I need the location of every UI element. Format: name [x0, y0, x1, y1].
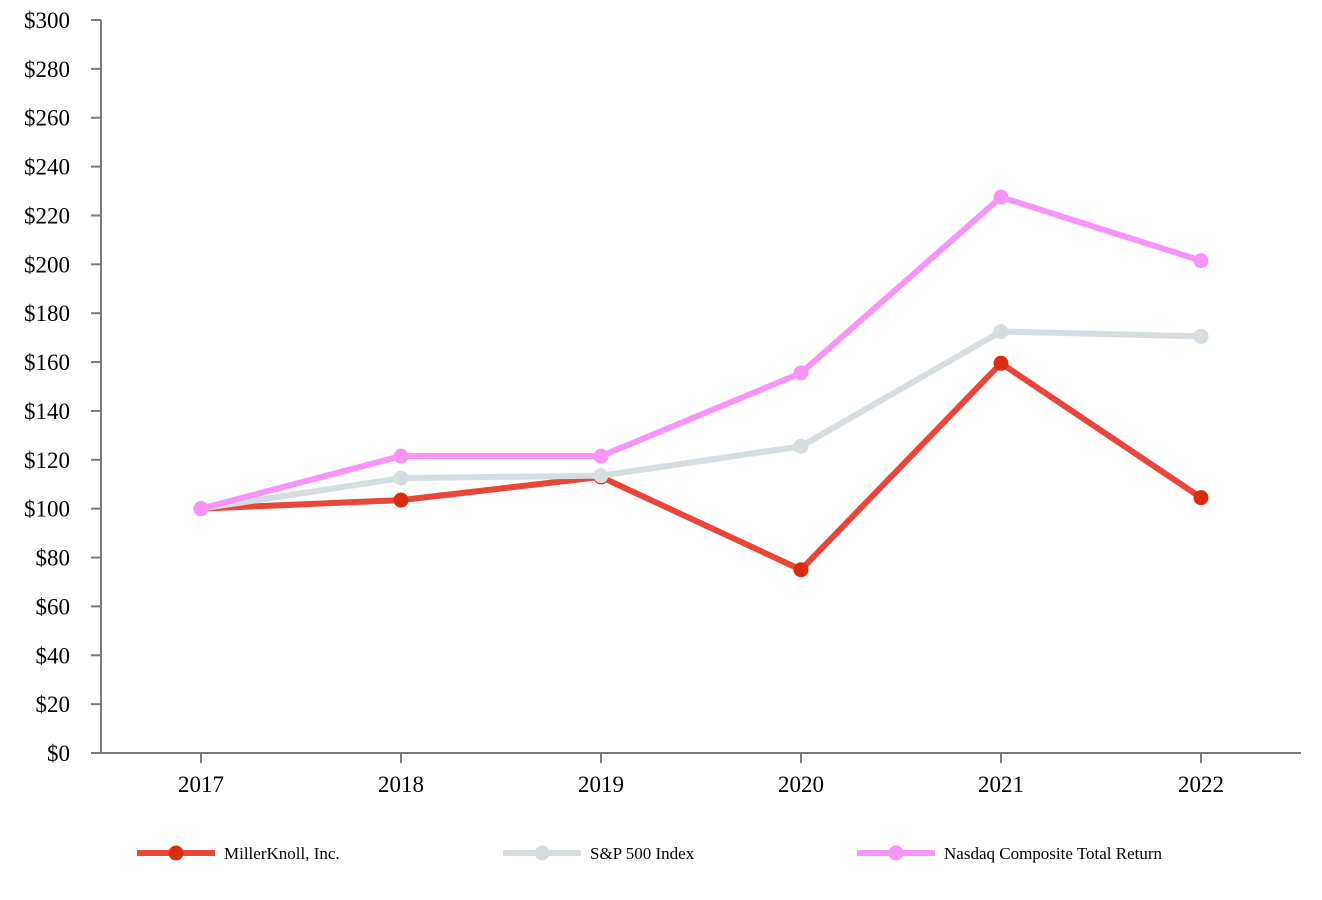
- data-point: [993, 324, 1009, 340]
- x-tick-label: 2019: [578, 772, 624, 797]
- y-tick-label: $180: [24, 301, 70, 326]
- y-tick-label: $240: [24, 155, 70, 180]
- x-tick-label: 2020: [778, 772, 824, 797]
- x-tick-label: 2022: [1178, 772, 1224, 797]
- y-tick-label: $300: [24, 8, 70, 33]
- x-tick-label: 2017: [178, 772, 224, 797]
- y-tick-label: $140: [24, 399, 70, 424]
- legend-item: S&P 500 Index: [503, 844, 695, 863]
- x-tick-label: 2018: [378, 772, 424, 797]
- data-point: [593, 468, 609, 484]
- y-tick-label: $280: [24, 57, 70, 82]
- data-point: [1193, 253, 1209, 269]
- series-1: [193, 355, 1209, 578]
- data-point: [993, 189, 1009, 205]
- data-point: [193, 501, 209, 517]
- y-tick-label: $260: [24, 106, 70, 131]
- data-point: [1193, 328, 1209, 344]
- y-tick-label: $40: [36, 643, 71, 668]
- chart-legend: MillerKnoll, Inc. S&P 500 Index Nasdaq Com…: [137, 844, 1163, 863]
- y-tick-label: $120: [24, 448, 70, 473]
- data-point: [393, 448, 409, 464]
- legend-label: S&P 500 Index: [590, 844, 695, 863]
- data-point: [793, 438, 809, 454]
- series-line: [198, 328, 1204, 512]
- legend-marker: [888, 845, 904, 861]
- data-point: [1193, 490, 1209, 506]
- series-2: [193, 324, 1209, 517]
- series-line: [198, 360, 1204, 573]
- legend-marker: [534, 845, 550, 861]
- series-3: [193, 189, 1209, 517]
- legend-item: Nasdaq Composite Total Return: [857, 844, 1163, 863]
- legend-label: MillerKnoll, Inc.: [224, 844, 340, 863]
- y-tick-label: $200: [24, 252, 70, 277]
- legend-item: MillerKnoll, Inc.: [137, 844, 340, 863]
- x-tick-label: 2021: [978, 772, 1024, 797]
- series-line: [198, 194, 1204, 512]
- data-point: [993, 355, 1009, 371]
- y-tick-label: $80: [36, 546, 71, 571]
- data-point: [593, 448, 609, 464]
- chart-axes: $0 $20 $40 $60 $80 $100 $120 $140 $160 $180 $200 $2…: [24, 8, 1301, 797]
- y-tick-label: $220: [24, 203, 70, 228]
- data-point: [393, 492, 409, 508]
- y-tick-label: $60: [36, 594, 71, 619]
- y-tick-label: $100: [24, 497, 70, 522]
- legend-label: Nasdaq Composite Total Return: [944, 844, 1163, 863]
- y-tick-label: $0: [47, 741, 70, 766]
- chart-series-layer: [193, 189, 1209, 578]
- y-tick-label: $160: [24, 350, 70, 375]
- legend-marker: [168, 845, 184, 861]
- data-point: [793, 365, 809, 381]
- data-point: [793, 562, 809, 578]
- data-point: [393, 470, 409, 486]
- y-tick-label: $20: [36, 692, 71, 717]
